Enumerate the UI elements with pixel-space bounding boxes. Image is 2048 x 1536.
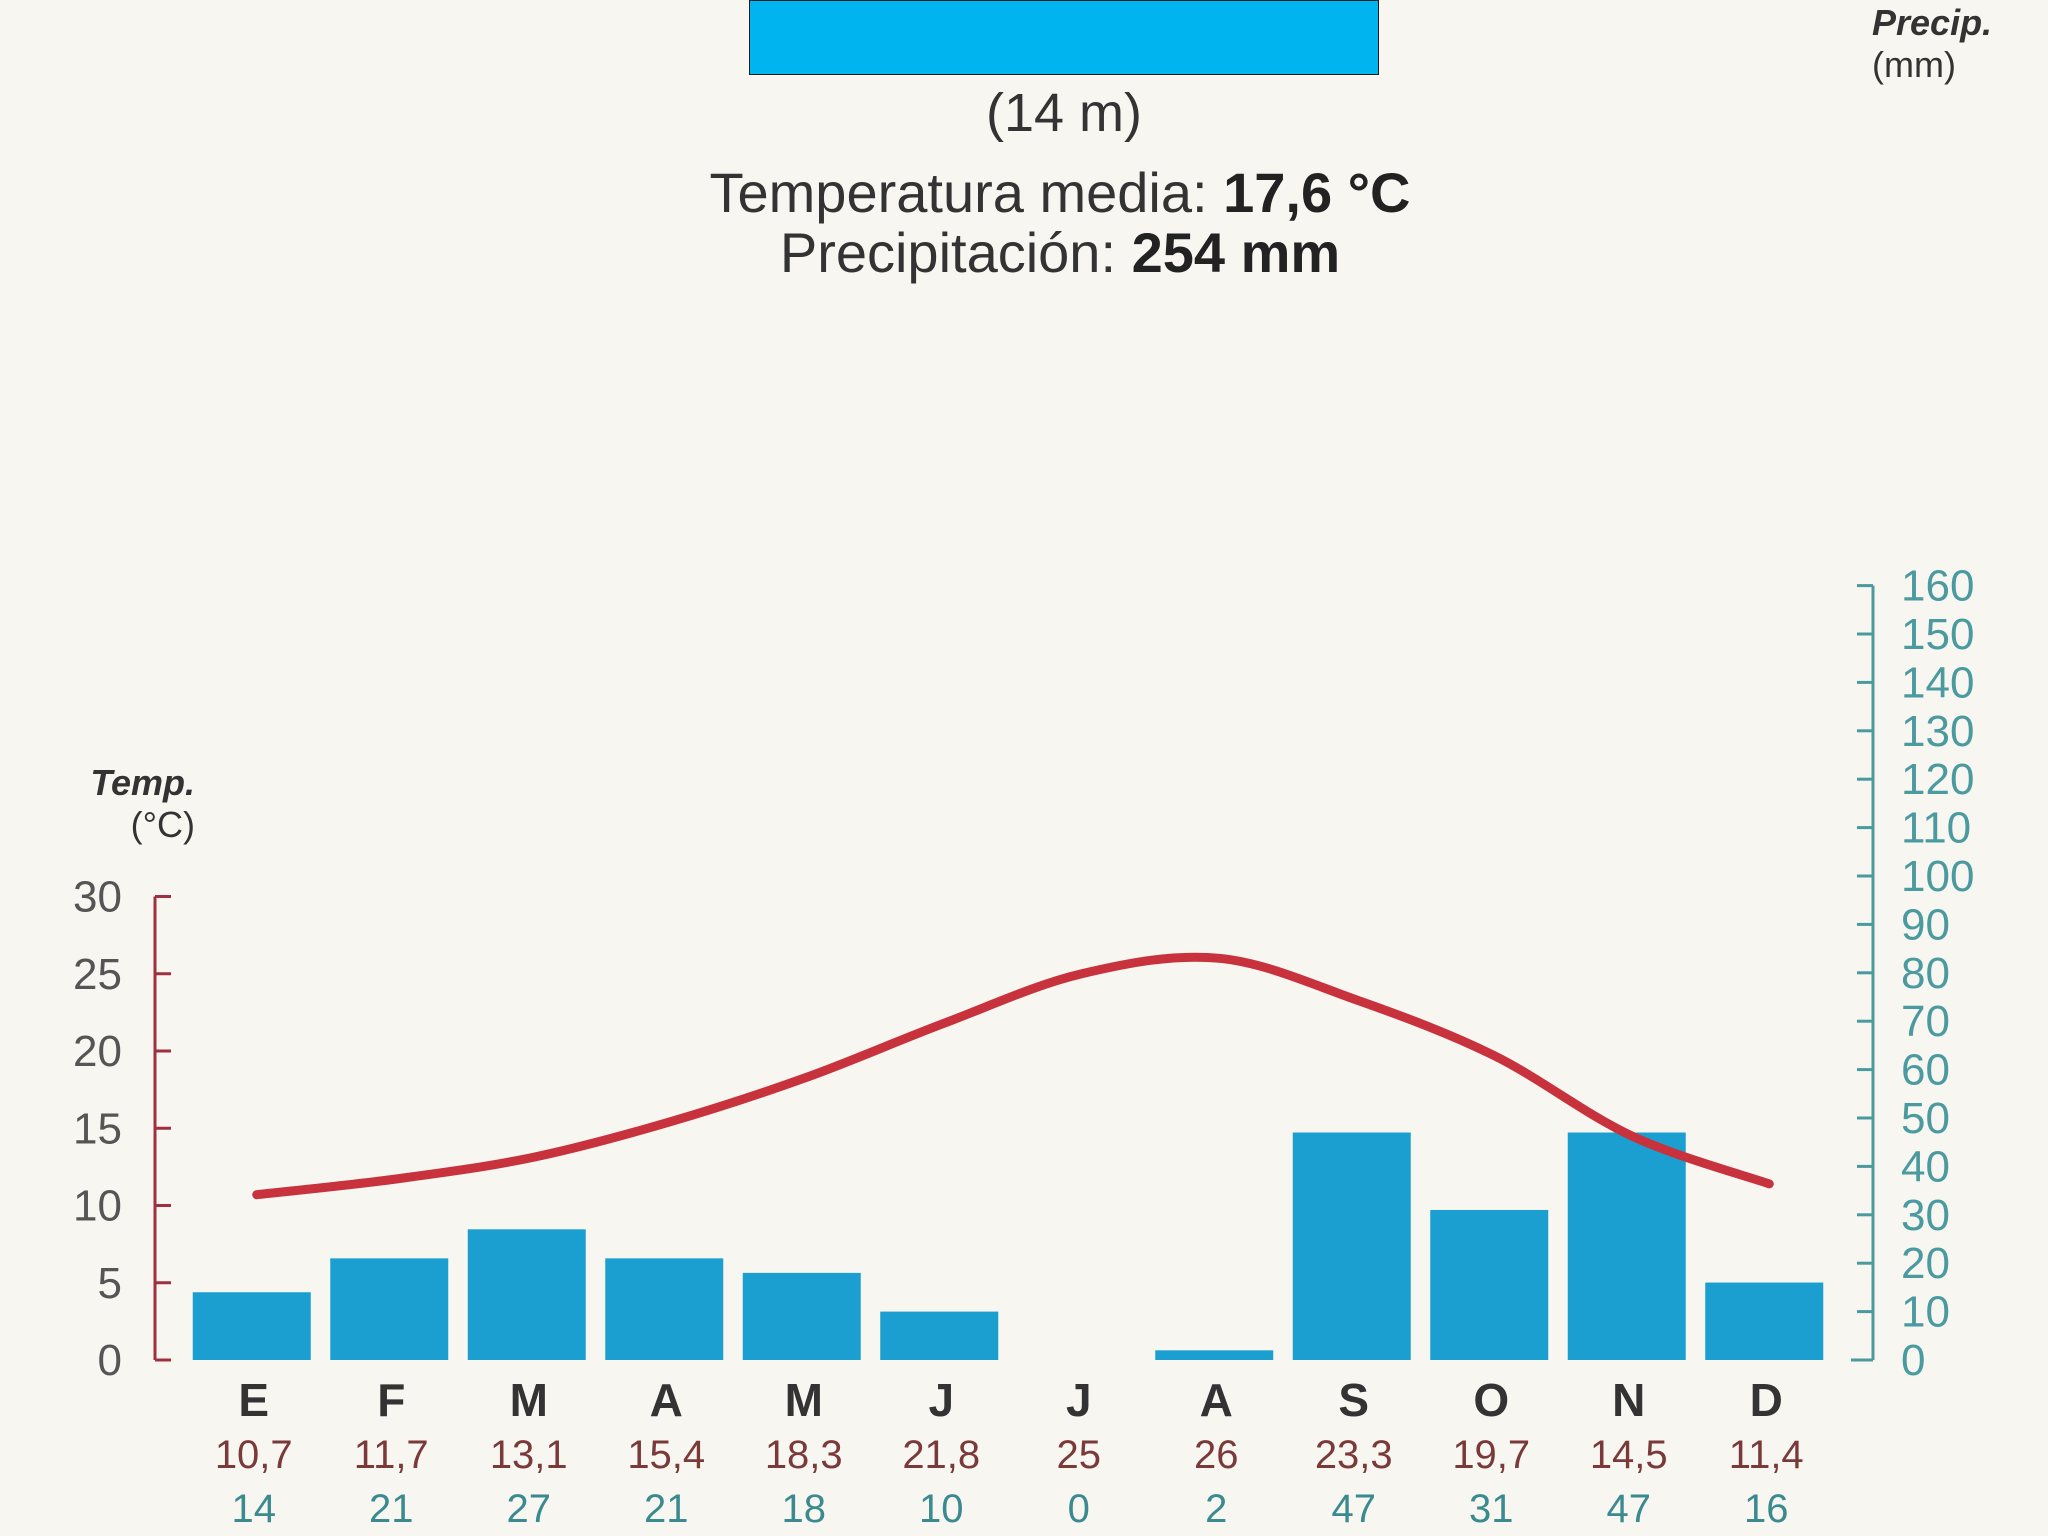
month-label: M — [510, 1374, 548, 1426]
temperature-tick-label: 0 — [98, 1336, 122, 1385]
temperature-tick-label: 5 — [98, 1259, 122, 1308]
month-precipitation-label: 0 — [1068, 1487, 1090, 1531]
precipitation-tick-label: 0 — [1901, 1336, 1925, 1385]
precipitation-tick-label: 100 — [1901, 852, 1974, 901]
month-precipitation-label: 27 — [507, 1487, 552, 1531]
precipitation-tick-label: 40 — [1901, 1142, 1950, 1191]
temperature-axis-title: Temp. (°C) — [45, 762, 195, 846]
month-precipitation-label: 47 — [1332, 1487, 1377, 1531]
precipitation-tick-label: 50 — [1901, 1094, 1950, 1143]
precipitation-tick-label: 10 — [1901, 1288, 1950, 1337]
precipitation-bar — [1430, 1209, 1549, 1360]
month-temperature-label: 11,7 — [354, 1433, 429, 1477]
month-label: S — [1338, 1374, 1369, 1426]
month-label: O — [1473, 1374, 1509, 1426]
month-temperature-label: 19,7 — [1452, 1433, 1530, 1477]
month-temperature-label: 23,3 — [1315, 1433, 1393, 1477]
precipitation-bar — [880, 1311, 999, 1360]
total-precipitation-label: Precipitación: — [779, 221, 1117, 284]
month-label: A — [1200, 1374, 1233, 1426]
month-precipitation-label: 10 — [919, 1487, 964, 1531]
precipitation-bar — [192, 1292, 311, 1360]
month-precipitation-label: 31 — [1469, 1487, 1514, 1531]
month-temperature-label: 21,8 — [902, 1433, 980, 1477]
temperature-axis-label: Temp. — [90, 762, 195, 803]
temperature-line — [252, 952, 1774, 1200]
precipitation-axis-label: Precip. — [1872, 2, 1993, 43]
month-label: J — [1066, 1374, 1092, 1426]
month-precipitation-label: 16 — [1744, 1487, 1789, 1531]
precipitation-bar — [1567, 1132, 1686, 1360]
month-precipitation-label: 47 — [1607, 1487, 1652, 1531]
mean-temperature-stat: Temperatura media: 17,6 °C — [420, 160, 1700, 225]
month-label: F — [377, 1374, 405, 1426]
month-temperature-label: 14,5 — [1590, 1433, 1668, 1477]
month-precipitation-label: 18 — [782, 1487, 827, 1531]
temperature-tick-label: 25 — [73, 950, 122, 999]
month-precipitation-label: 14 — [232, 1487, 277, 1531]
precipitation-tick-label: 140 — [1901, 658, 1974, 707]
temperature-tick-label: 20 — [73, 1027, 122, 1076]
month-temperature-label: 11,4 — [1729, 1433, 1804, 1477]
month-temperature-label: 25 — [1057, 1433, 1102, 1477]
mean-temperature-label: Temperatura media: — [709, 161, 1208, 224]
precipitation-tick-label: 20 — [1901, 1239, 1950, 1288]
temperature-tick-label: 15 — [73, 1104, 122, 1153]
precipitation-bar — [467, 1229, 586, 1360]
month-temperature-label: 15,4 — [627, 1433, 705, 1477]
precipitation-tick-label: 160 — [1901, 562, 1974, 611]
total-precipitation-stat: Precipitación: 254 mm — [420, 220, 1700, 285]
month-temperature-label: 18,3 — [765, 1433, 843, 1477]
precipitation-tick-label: 80 — [1901, 949, 1950, 998]
total-precipitation-value: 254 mm — [1131, 221, 1341, 284]
month-temperature-label: 10,7 — [215, 1433, 293, 1477]
precipitation-axis-title: Precip. (mm) — [1872, 2, 1992, 86]
precipitation-bar — [1155, 1350, 1274, 1360]
month-temperature-label: 13,1 — [490, 1433, 568, 1477]
precipitation-bar — [1705, 1282, 1824, 1360]
precipitation-tick-label: 70 — [1901, 997, 1950, 1046]
month-temperature-label: 26 — [1194, 1433, 1239, 1477]
altitude-label: (14 m) — [985, 83, 1142, 143]
precipitation-axis-unit: (mm) — [1872, 44, 1956, 85]
month-label: D — [1750, 1374, 1783, 1426]
precipitation-tick-label: 60 — [1901, 1046, 1950, 1095]
temperature-tick-label: 10 — [73, 1182, 122, 1231]
mean-temperature-value: 17,6 °C — [1223, 161, 1411, 224]
precipitation-tick-label: 130 — [1901, 707, 1974, 756]
title-redaction-box — [749, 0, 1379, 75]
precipitation-tick-label: 150 — [1901, 610, 1974, 659]
month-label: E — [238, 1374, 269, 1426]
precipitation-tick-label: 120 — [1901, 755, 1974, 804]
precipitation-bar — [742, 1272, 861, 1360]
month-label: M — [785, 1374, 823, 1426]
month-precipitation-label: 21 — [644, 1487, 689, 1531]
month-precipitation-label: 21 — [369, 1487, 414, 1531]
temperature-tick-label: 30 — [73, 873, 122, 922]
precipitation-bar — [1292, 1132, 1411, 1360]
month-label: J — [928, 1374, 954, 1426]
precipitation-bar — [330, 1258, 449, 1360]
month-precipitation-label: 2 — [1205, 1487, 1227, 1531]
precipitation-tick-label: 90 — [1901, 900, 1950, 949]
precipitation-bar — [605, 1258, 724, 1360]
precipitation-tick-label: 30 — [1901, 1191, 1950, 1240]
precipitation-tick-label: 110 — [1901, 804, 1971, 853]
month-label: A — [650, 1374, 683, 1426]
month-label: N — [1612, 1374, 1645, 1426]
temperature-axis-unit: (°C) — [130, 804, 195, 845]
